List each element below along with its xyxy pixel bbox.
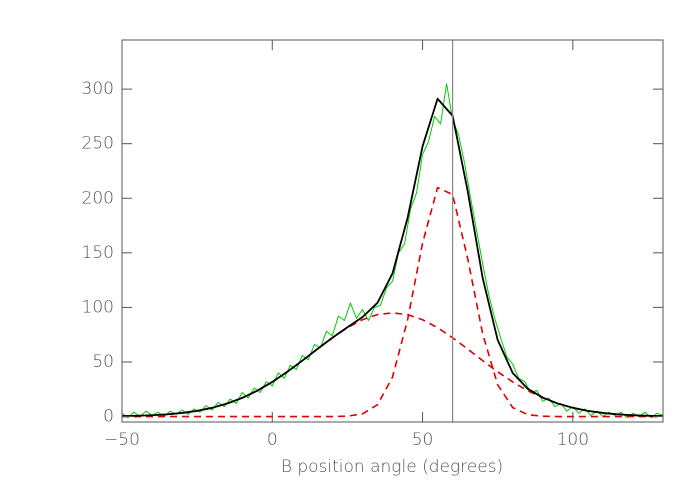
x-tick-label: 100	[557, 430, 589, 450]
x-tick-label: 0	[267, 430, 278, 450]
plot-frame	[121, 39, 664, 423]
x-tick-label: −50	[104, 430, 140, 450]
data-line	[121, 83, 664, 419]
data-line	[122, 186, 663, 418]
data-line	[121, 312, 664, 417]
x-tick-label: 50	[412, 430, 434, 450]
y-tick-label: 100	[82, 297, 114, 317]
y-tick-label: 0	[103, 407, 114, 427]
y-tick-label: 50	[92, 352, 114, 372]
x-axis-label: B position angle (degrees)	[281, 457, 503, 477]
data-line	[121, 97, 664, 418]
y-tick-label: 150	[82, 243, 114, 263]
y-tick-label: 300	[82, 79, 114, 99]
y-tick-label: 200	[82, 188, 114, 208]
y-tick-label: 250	[82, 134, 114, 154]
